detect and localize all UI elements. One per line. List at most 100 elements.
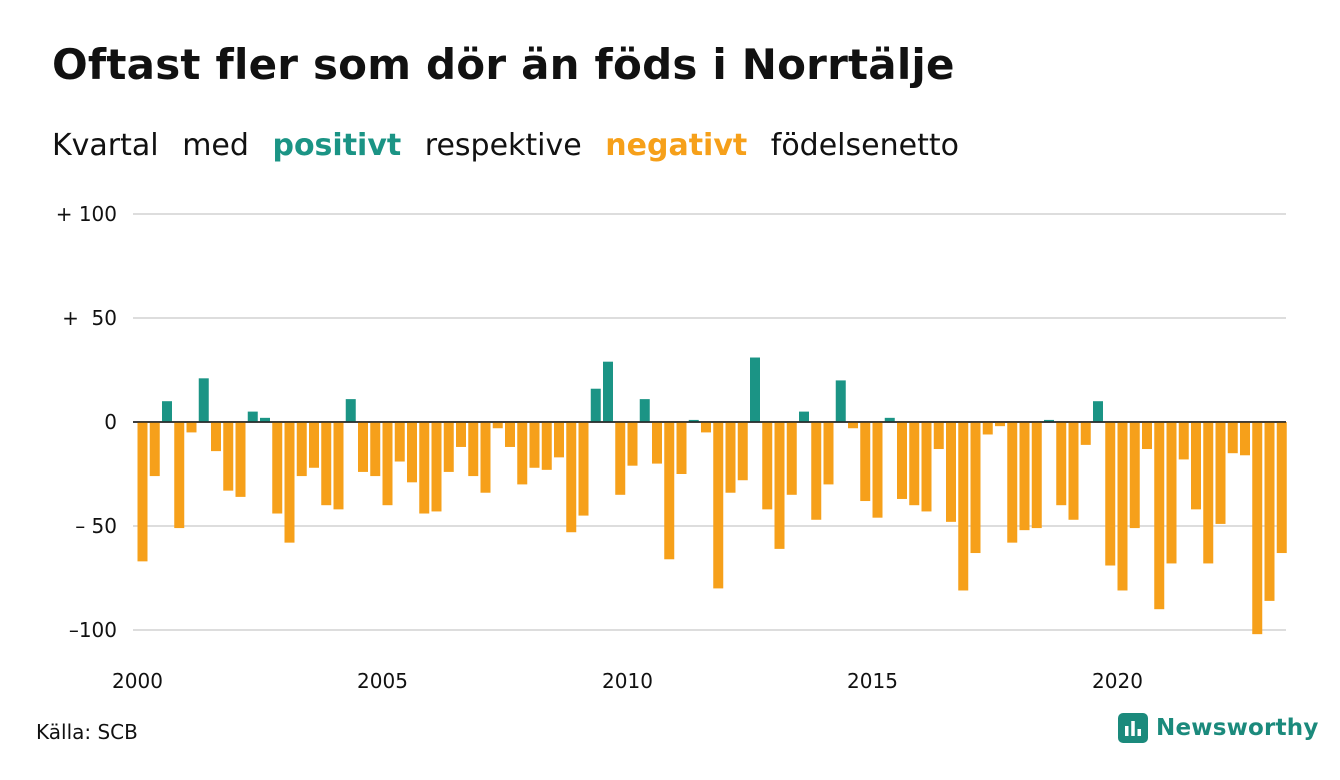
bar-2008-Q4 [566, 422, 577, 533]
bar-2020-Q2 [1129, 422, 1140, 529]
bar-chart: + 100 + 50 0 – 50 –100 2000 2005 2010 2015 2020 [56, 202, 1287, 693]
subtitle-text-respektive: respektive [424, 128, 582, 163]
bar-2001-Q2 [198, 378, 209, 422]
y-tick-label: –100 [69, 618, 117, 642]
bar-2022-Q3 [1240, 422, 1250, 456]
bar-2005-Q1 [382, 422, 393, 506]
bar-2018-Q3 [1044, 419, 1054, 422]
bar-2007-Q1 [480, 422, 491, 493]
bar-2023-Q1 [1264, 422, 1275, 601]
bar-2016-Q2 [933, 422, 944, 450]
bar-2016-Q1 [921, 422, 932, 512]
bar-2016-Q4 [958, 422, 969, 591]
bar-2006-Q2 [443, 422, 454, 472]
bar-2001-Q1 [186, 422, 197, 433]
bar-2018-Q1 [1019, 422, 1030, 531]
bar-2020-Q1 [1117, 422, 1128, 591]
bar-2021-Q4 [1203, 422, 1214, 564]
bar-2015-Q1 [872, 422, 883, 518]
bar-2019-Q2 [1080, 422, 1091, 445]
bar-2008-Q2 [541, 422, 552, 470]
bar-2021-Q1 [1166, 422, 1177, 564]
y-tick-label: – 50 [75, 514, 117, 538]
bar-2003-Q1 [284, 422, 295, 543]
subtitle-text-med: med [182, 128, 249, 163]
bar-2020-Q3 [1142, 422, 1152, 450]
bar-2017-Q2 [982, 422, 993, 435]
bar-2018-Q4 [1056, 422, 1067, 506]
bar-2011-Q1 [676, 422, 687, 474]
bar-2022-Q4 [1252, 422, 1263, 635]
x-tick-label: 2000 [112, 669, 163, 693]
subtitle-text-fodelsenetto: födelsenetto [770, 128, 959, 163]
bar-2005-Q2 [394, 422, 405, 462]
bar-2001-Q4 [223, 422, 234, 491]
chart-title: Oftast fler som dör än föds i Norrtälje [52, 40, 955, 89]
bar-2007-Q3 [505, 422, 515, 447]
bar-2014-Q1 [823, 422, 834, 485]
bar-2004-Q3 [358, 422, 368, 472]
bar-2006-Q3 [456, 422, 466, 447]
bar-2008-Q3 [554, 422, 564, 458]
bar-2011-Q3 [701, 422, 711, 433]
bar-2009-Q4 [615, 422, 626, 495]
bar-2015-Q4 [909, 422, 920, 506]
bar-2004-Q2 [345, 399, 356, 422]
bar-2003-Q4 [321, 422, 332, 506]
bar-2004-Q1 [333, 422, 344, 510]
bar-2009-Q2 [590, 388, 601, 422]
bar-2011-Q4 [713, 422, 724, 589]
bar-2000-Q4 [174, 422, 185, 529]
bar-2007-Q2 [492, 422, 503, 429]
bar-2010-Q4 [664, 422, 675, 560]
bar-2004-Q4 [370, 422, 381, 477]
x-tick-label: 2010 [602, 669, 653, 693]
subtitle-negative-label: negativt [605, 128, 748, 163]
bar-2014-Q2 [835, 380, 846, 422]
bar-2021-Q3 [1191, 422, 1201, 510]
source-note: Källa: SCB [36, 720, 138, 744]
bar-2019-Q3 [1093, 401, 1103, 422]
bar-2015-Q3 [897, 422, 907, 499]
bar-2011-Q2 [688, 419, 699, 422]
bar-2002-Q3 [260, 417, 270, 422]
chart-subtitle: Kvartal med positivt respektive negativt… [52, 128, 973, 163]
bar-2003-Q3 [309, 422, 319, 468]
bar-2005-Q4 [419, 422, 430, 514]
bar-2023-Q2 [1276, 422, 1287, 554]
bar-2000-Q3 [162, 401, 172, 422]
newsworthy-logo: Newsworthy [1118, 713, 1319, 743]
bar-2012-Q4 [762, 422, 773, 510]
y-tick-label: 0 [104, 410, 117, 434]
bar-2000-Q2 [149, 422, 160, 477]
bar-2013-Q3 [799, 411, 809, 422]
bar-2002-Q4 [272, 422, 283, 514]
bar-2016-Q3 [946, 422, 956, 522]
bar-2002-Q1 [235, 422, 246, 497]
bar-2002-Q2 [247, 411, 258, 422]
bar-2005-Q3 [407, 422, 417, 483]
bar-2003-Q2 [296, 422, 307, 477]
y-tick-label: + 50 [62, 306, 117, 330]
bar-2014-Q3 [848, 422, 858, 429]
bar-2009-Q1 [578, 422, 589, 516]
bar-2012-Q1 [725, 422, 736, 493]
bar-chart-icon [1118, 713, 1148, 743]
bar-2009-Q3 [603, 361, 613, 422]
bar-2010-Q1 [627, 422, 638, 466]
bar-2017-Q3 [995, 422, 1005, 427]
logo-text: Newsworthy [1156, 715, 1319, 741]
bar-2015-Q2 [884, 417, 895, 422]
bar-2013-Q2 [786, 422, 797, 495]
bar-2000-Q1 [137, 422, 148, 562]
subtitle-text-kvartal: Kvartal [52, 128, 159, 163]
x-tick-label: 2020 [1092, 669, 1143, 693]
bar-2017-Q1 [970, 422, 981, 554]
bar-2007-Q4 [517, 422, 528, 485]
bar-2014-Q4 [860, 422, 871, 502]
bar-2010-Q3 [652, 422, 662, 464]
bar-2013-Q1 [774, 422, 785, 549]
bar-2012-Q3 [750, 357, 760, 422]
bar-2018-Q2 [1031, 422, 1042, 529]
bar-2013-Q4 [811, 422, 822, 520]
